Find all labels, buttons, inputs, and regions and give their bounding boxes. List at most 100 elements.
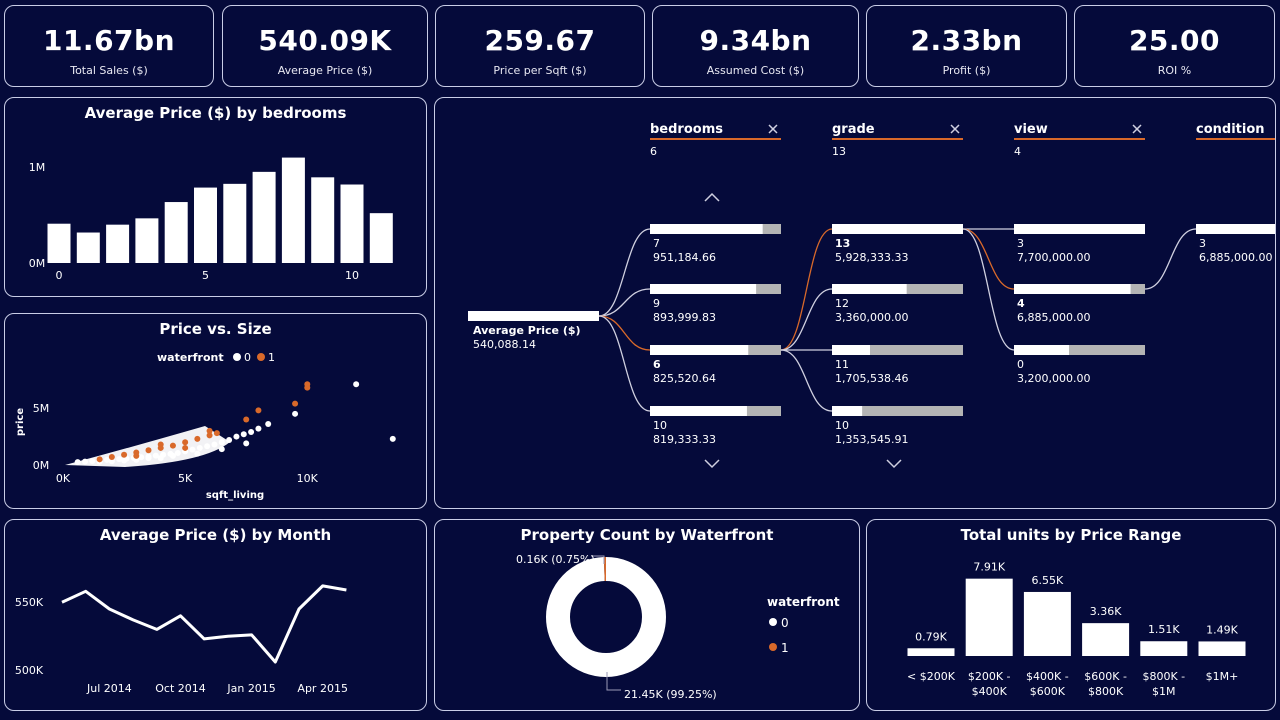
level-header-grade: grade xyxy=(832,122,875,137)
root-label: Average Price ($) xyxy=(473,324,581,337)
connector-line xyxy=(780,349,833,412)
legend-label: 1 xyxy=(781,641,789,655)
bar xyxy=(907,648,955,656)
chevron-down-icon[interactable] xyxy=(704,459,720,469)
data-label: 0.79K xyxy=(915,630,947,643)
close-icon[interactable] xyxy=(1132,124,1142,134)
scatter-point xyxy=(194,450,201,457)
node-bar-track xyxy=(832,406,963,416)
legend-label: 1 xyxy=(268,351,275,364)
x-tick-label: < $200K xyxy=(907,670,956,683)
x-tick-label: $1M+ xyxy=(1206,670,1239,683)
scatter-point xyxy=(189,446,196,453)
data-label: 6.55K xyxy=(1032,574,1064,587)
x-tick-label: Jan 2015 xyxy=(226,682,275,695)
scatter-point xyxy=(304,381,311,388)
slice-label: 21.45K (99.25%) xyxy=(624,688,717,701)
tree-node[interactable]: 123,360,000.00 xyxy=(832,284,963,324)
data-label: 7.91K xyxy=(973,561,1005,574)
kpi-value: 11.67bn xyxy=(42,24,176,57)
node-name: 4 xyxy=(1017,297,1025,310)
connector-line xyxy=(598,315,651,351)
close-icon[interactable] xyxy=(950,124,960,134)
node-value: 825,520.64 xyxy=(653,372,716,385)
tree-node[interactable]: 135,928,333.33 xyxy=(832,224,963,264)
kpi-card-total-sales: 11.67bn Total Sales ($) xyxy=(4,5,214,87)
x-tick-label: 0 xyxy=(56,269,63,282)
tree-node[interactable]: 111,705,538.46 xyxy=(832,345,963,385)
kpi-label: Total Sales ($) xyxy=(70,64,148,77)
tree-node[interactable]: 101,353,545.91 xyxy=(832,406,963,446)
scatter-point xyxy=(145,455,152,462)
scatter-point xyxy=(265,421,272,428)
node-value: 1,353,545.91 xyxy=(835,433,908,446)
scatter-point xyxy=(240,431,247,438)
legend-label: 0 xyxy=(244,351,251,364)
bedrooms-chart-panel: Average Price ($) by bedrooms 0M 1M 0 5 10 xyxy=(4,97,427,297)
connector-line xyxy=(962,228,1015,351)
chart-title: Total units by Price Range xyxy=(960,526,1182,544)
node-name: 9 xyxy=(653,297,660,310)
kpi-label: Profit ($) xyxy=(942,64,991,77)
x-tick-label: $600K xyxy=(1030,685,1066,698)
scatter-point xyxy=(116,456,123,463)
level-header-view: view xyxy=(1014,122,1048,137)
slice-label: 0.16K (0.75%) xyxy=(516,553,595,566)
tree-node[interactable]: 03,200,000.00 xyxy=(1014,345,1145,385)
decomposition-tree[interactable]: bedrooms 6 grade 13 view 4 condition Average Pr… xyxy=(435,98,1275,508)
level-header-bedrooms: bedrooms xyxy=(650,122,723,137)
x-tick-label: 5 xyxy=(202,269,209,282)
bar xyxy=(223,183,247,263)
scatter-point xyxy=(96,456,103,463)
waterfront-chart-panel: Property Count by Waterfront 0.16K (0.75… xyxy=(434,519,860,711)
bar xyxy=(369,213,393,263)
tree-node[interactable]: 37,700,000.00 xyxy=(1014,224,1145,264)
donut-slice xyxy=(546,557,666,677)
node-value: 1,705,538.46 xyxy=(835,372,908,385)
y-tick-label: 550K xyxy=(15,596,44,609)
data-label: 1.51K xyxy=(1148,623,1180,636)
price-size-scatter-chart: waterfront 0 1 0M 5M 0K 5K 10K sqft_living price xyxy=(15,351,396,501)
price-range-chart-panel: Total units by Price Range 0.79K < $200K 7… xyxy=(866,519,1276,711)
scatter-point xyxy=(292,400,299,407)
node-bar-fill xyxy=(1014,284,1131,294)
level-header-condition: condition xyxy=(1196,122,1265,137)
kpi-value: 2.33bn xyxy=(910,24,1023,57)
node-name: 7 xyxy=(653,237,660,250)
scatter-point xyxy=(206,427,213,434)
tree-node[interactable]: 46,885,000.00 xyxy=(1014,284,1145,324)
scatter-point xyxy=(174,450,181,457)
decomposition-tree-panel[interactable]: bedrooms 6 grade 13 view 4 condition Average Pr… xyxy=(434,97,1276,509)
x-tick-label: $200K - xyxy=(968,670,1011,683)
bedrooms-bar-chart: 0M 1M 0 5 10 xyxy=(29,157,393,282)
scatter-point xyxy=(233,433,240,440)
x-tick-label: $400K - xyxy=(1026,670,1069,683)
kpi-value: 540.09K xyxy=(258,24,392,57)
scatter-point xyxy=(108,458,115,465)
scatter-point xyxy=(121,451,128,458)
bar xyxy=(106,224,130,263)
tree-node[interactable]: 36,885,000.00 xyxy=(1196,224,1275,264)
scatter-point xyxy=(218,446,225,453)
legend-marker xyxy=(257,353,265,361)
kpi-value: 9.34bn xyxy=(699,24,812,57)
bar xyxy=(76,232,100,263)
bar xyxy=(47,223,71,263)
chevron-down-icon[interactable] xyxy=(886,459,902,469)
node-bar-track xyxy=(832,345,963,355)
chevron-up-icon[interactable] xyxy=(704,192,720,202)
data-label: 1.49K xyxy=(1206,623,1238,636)
series-line xyxy=(61,584,347,664)
node-value: 951,184.66 xyxy=(653,251,716,264)
node-value: 893,999.83 xyxy=(653,311,716,324)
connector-line xyxy=(780,288,833,351)
close-icon[interactable] xyxy=(768,124,778,134)
scatter-point xyxy=(248,429,255,436)
leader-line xyxy=(606,672,621,691)
bar xyxy=(194,187,217,263)
bar xyxy=(965,578,1013,656)
